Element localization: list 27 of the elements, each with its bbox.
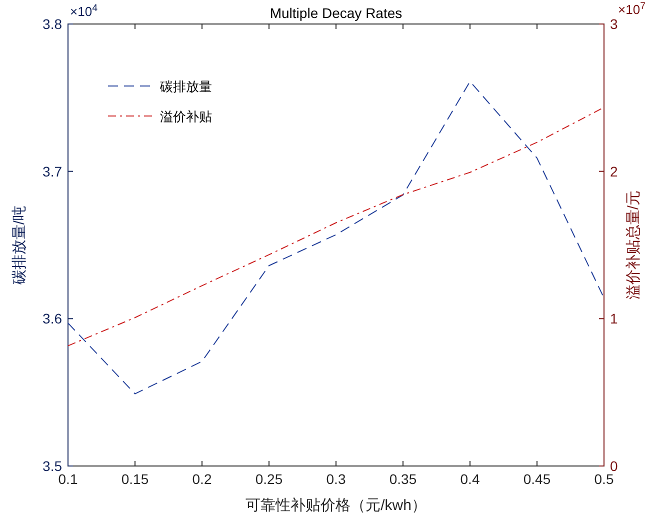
x-tick-label: 0.5 [594,471,614,487]
y2-tick-label: 0 [610,458,618,474]
x-tick-label: 0.25 [255,471,283,487]
text: ×10$^{4}$ [70,2,98,19]
text: ×10$^{7}$ [618,0,646,17]
x-tick-label: 0.45 [523,471,551,487]
x-tick-label: 0.2 [192,471,212,487]
x-axis-title: 可靠性补贴价格（元/kwh） [246,497,426,514]
legend-label: 碳排放量 [159,79,212,94]
x-tick-label: 0.1 [58,471,78,487]
x-tick-label: 0.4 [460,471,480,487]
y2-axis-title: 溢价补贴总量/元 [625,190,642,300]
line-series [68,106,604,346]
chart-title: Multiple Decay Rates [270,5,402,21]
y-tick-label: 3.8 [42,16,62,32]
y2-tick-label: 1 [610,310,618,327]
legend-label: 溢价补贴 [160,109,212,124]
line-series [68,80,604,394]
x-tick-label: 0.3 [326,471,346,487]
x-tick-label: 0.35 [389,471,417,487]
y2-tick-label: 2 [610,163,618,180]
y-tick-label: 3.5 [42,458,62,474]
y-tick-label: 3.6 [42,310,62,327]
y2-tick-label: 3 [610,16,618,32]
y-axis-title: 碳排放量/吨 [11,205,28,286]
x-tick-label: 0.15 [121,471,149,487]
y-tick-label: 3.7 [42,163,62,180]
